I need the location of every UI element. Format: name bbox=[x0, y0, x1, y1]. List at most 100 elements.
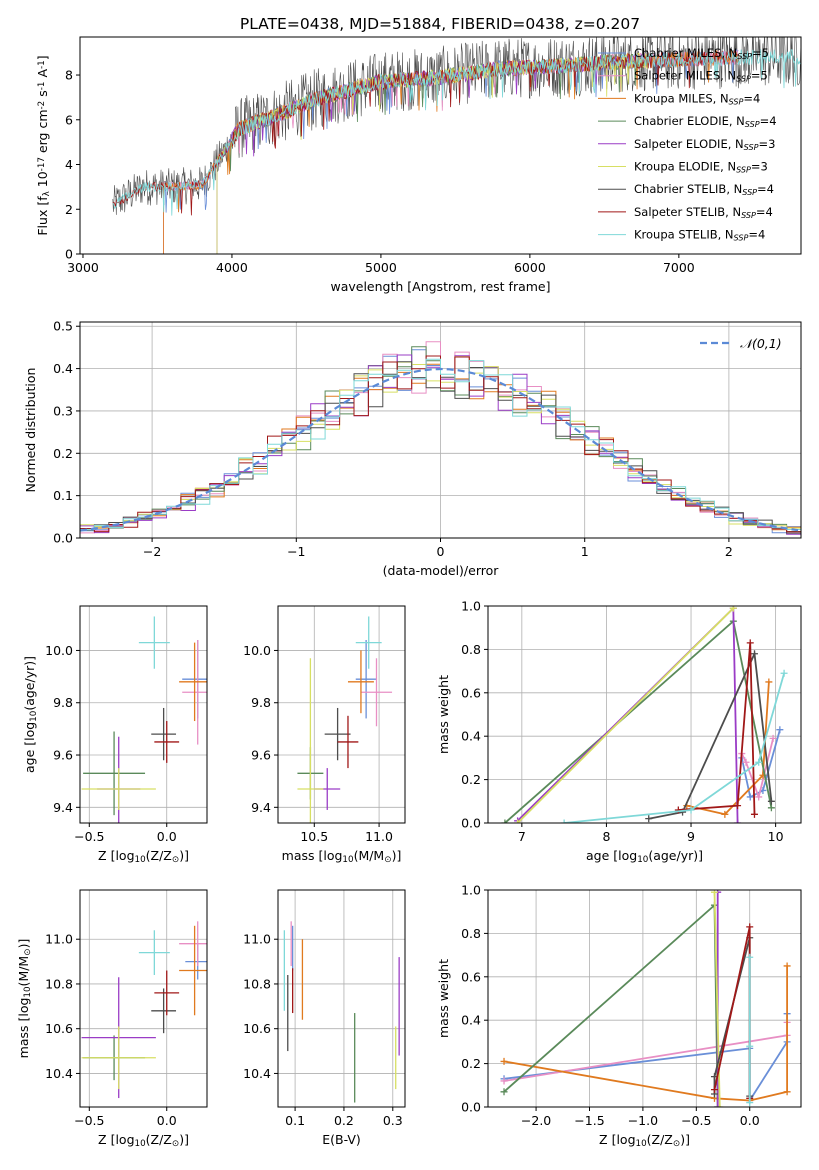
z-weight-marker-kroupa-stelib bbox=[746, 953, 754, 961]
age-weight-marker-salpeter-stelib bbox=[734, 802, 742, 810]
residuals-xtick-label: 2 bbox=[725, 544, 733, 559]
residuals-ytick-label: 0.2 bbox=[53, 446, 73, 461]
spectrum-xtick-label: 4000 bbox=[216, 260, 248, 275]
z-weight-marker-kroupa-elodie bbox=[716, 1103, 724, 1107]
residuals-xtick-label: 0 bbox=[437, 544, 445, 559]
z-weight-marker-kroupa-miles bbox=[500, 1057, 508, 1065]
z-weight-marker-salpeter-elodie bbox=[714, 1103, 722, 1107]
spectrum-ytick-label: 8 bbox=[65, 68, 73, 83]
z-mass-axes: −0.5 0.0 10.4 10.6 10.8 11.0 Z [log10(Z/Z⊙)] ma… bbox=[16, 889, 208, 1149]
z-age-axes: −0.5 0.0 9.4 9.6 9.8 10.0 Z [log10(Z/Z⊙)] age [… bbox=[22, 605, 208, 865]
legend-label-salpeter-miles: Salpeter MILES, NSSP=5 bbox=[634, 69, 768, 84]
ebv-mass-axes: 0.1 0.2 0.3 10.4 10.6 10.8 11.0 E(B-V) bbox=[243, 889, 406, 1147]
age-weight-marker-kroupa-stelib bbox=[560, 819, 568, 823]
z-age-ytick-label: 9.6 bbox=[53, 748, 73, 763]
legend-label-chabrier-stelib: Chabrier STELIB, NSSP=4 bbox=[634, 182, 774, 197]
z-weight-marker-kroupa-stelib bbox=[746, 1042, 754, 1050]
residuals-xtick-label: −2 bbox=[143, 544, 161, 559]
ebv-mass-xtick-label: 0.1 bbox=[285, 1113, 305, 1128]
spectrum-axes: 3000 4000 5000 6000 7000 0 2 4 6 8 wavelength [Ang… bbox=[35, 36, 802, 294]
legend-label-chabrier-miles: Chabrier MILES, NSSP=5 bbox=[634, 46, 769, 61]
z-mass-ytick-label: 11.0 bbox=[45, 932, 73, 947]
z-age-grid bbox=[80, 606, 207, 823]
residuals-frame: −2 −1 0 1 2 0.0 0.1 0.2 0.3 0.4 0.5 (data-model)/er… bbox=[23, 319, 802, 578]
z-weight-spines bbox=[487, 889, 802, 1108]
z-mass-spines bbox=[79, 889, 208, 1108]
age-weight-ytick-label: 0.8 bbox=[461, 642, 481, 657]
mass-age-xlabel: mass [log10(M/M⊙)] bbox=[282, 848, 402, 865]
z-age-xlabel: Z [log10(Z/Z⊙)] bbox=[98, 848, 189, 865]
age-weight-marker-salpeter-stelib bbox=[674, 806, 682, 814]
legend-label-chabrier-elodie: Chabrier ELODIE, NSSP=4 bbox=[634, 114, 777, 129]
z-weight-marker-kroupa-miles bbox=[783, 962, 791, 970]
age-weight-xlabel: age [log10(age/yr)] bbox=[586, 848, 703, 865]
age-weight-line-chabrier-miles bbox=[740, 729, 781, 799]
residuals-ytick-label: 0.1 bbox=[53, 488, 73, 503]
age-weight-line-kroupa-stelib bbox=[564, 673, 785, 823]
spectrum-frame: 3000 4000 5000 6000 7000 0 2 4 6 8 wavelength [Ang… bbox=[35, 36, 802, 294]
age-weight-frame: 7 8 9 10 0.0 0.2 0.4 0.6 0.8 1.0 age [log10(age/yr… bbox=[436, 599, 802, 865]
residuals-ylabel: Normed distribution bbox=[23, 368, 38, 493]
age-weight-line-chabrier-stelib bbox=[648, 650, 773, 820]
mass-age-ytick-label: 9.8 bbox=[251, 695, 271, 710]
z-mass-grid bbox=[80, 890, 207, 1107]
z-weight-marker-salpeter-stelib bbox=[746, 923, 754, 931]
age-weight-marker-salpeter-miles bbox=[769, 734, 777, 742]
ebv-mass-grid bbox=[278, 890, 405, 1107]
z-weight-ylabel: mass weight bbox=[436, 959, 451, 1038]
mass-age-xtick-label: 11.0 bbox=[365, 829, 393, 844]
age-weight-marker-salpeter-miles bbox=[742, 758, 750, 766]
spectrum-xtick-label: 3000 bbox=[67, 260, 99, 275]
age-weight-ytick-label: 0.4 bbox=[461, 729, 481, 744]
legend-label-salpeter-stelib: Salpeter STELIB, NSSP=4 bbox=[634, 205, 773, 220]
age-weight-marker-salpeter-elodie bbox=[734, 819, 742, 823]
ebv-mass-xlabel: E(B-V) bbox=[322, 1132, 361, 1147]
z-age-xtick-label: −0.5 bbox=[74, 829, 104, 844]
spectrum-xtick-label: 7000 bbox=[663, 260, 695, 275]
spectrum-plot-area bbox=[112, 37, 801, 254]
spectrum-spines bbox=[79, 36, 802, 255]
ebv-mass-ytick-label: 10.4 bbox=[243, 1066, 271, 1081]
gaussian-reference-line bbox=[80, 367, 799, 532]
ebv-mass-ytick-label: 11.0 bbox=[243, 932, 271, 947]
residuals-ytick-label: 0.0 bbox=[53, 531, 73, 546]
residuals-xlabel: (data-model)/error bbox=[383, 563, 500, 578]
z-weight-marker-chabrier-elodie bbox=[500, 1088, 508, 1096]
figure-title: PLATE=0438, MJD=51884, FIBERID=0438, z=0… bbox=[240, 15, 640, 33]
residuals-xtick-label: 1 bbox=[581, 544, 589, 559]
mass-age-frame: 10.5 11.0 9.4 9.6 9.8 10.0 mass [log10(M/M⊙)] bbox=[243, 605, 406, 865]
spectrum-ytick-label: 6 bbox=[65, 112, 73, 127]
z-weight-xtick-label: 0.0 bbox=[740, 1113, 760, 1128]
age-weight-marker-salpeter-stelib bbox=[750, 810, 758, 818]
age-weight-marker-chabrier-stelib bbox=[645, 815, 653, 823]
z-mass-ytick-label: 10.8 bbox=[45, 976, 73, 991]
z-age-spines bbox=[79, 605, 208, 824]
residuals-ytick-label: 0.5 bbox=[53, 319, 73, 334]
spectrum-xtick-label: 5000 bbox=[365, 260, 397, 275]
z-weight-marker-kroupa-stelib bbox=[746, 1099, 754, 1107]
spectrum-ytick-label: 0 bbox=[65, 247, 73, 262]
age-weight-spines bbox=[487, 605, 802, 824]
residuals-plot-area bbox=[80, 341, 801, 535]
age-weight-marker-salpeter-stelib bbox=[746, 639, 754, 647]
age-weight-marker-kroupa-stelib bbox=[687, 806, 695, 814]
z-age-ylabel: age [log10(age/yr)] bbox=[22, 656, 39, 773]
z-mass-frame: −0.5 0.0 10.4 10.6 10.8 11.0 Z [log10(Z/Z⊙)] ma… bbox=[16, 889, 208, 1149]
z-age-plot-area bbox=[81, 616, 207, 823]
age-weight-marker-kroupa-miles bbox=[765, 678, 773, 686]
z-age-ytick-label: 10.0 bbox=[45, 643, 73, 658]
age-weight-marker-chabrier-miles bbox=[746, 793, 754, 801]
z-weight-xtick-label: −0.5 bbox=[681, 1113, 711, 1128]
age-weight-marker-kroupa-stelib bbox=[755, 758, 763, 766]
z-mass-ytick-label: 10.4 bbox=[45, 1066, 73, 1081]
residuals-ytick-label: 0.4 bbox=[53, 361, 73, 376]
mass-age-ytick-label: 10.0 bbox=[243, 643, 271, 658]
age-weight-marker-chabrier-elodie bbox=[767, 804, 775, 812]
age-weight-marker-kroupa-elodie bbox=[514, 819, 522, 823]
age-weight-marker-kroupa-miles bbox=[721, 810, 729, 818]
z-weight-ytick-label: 0.8 bbox=[461, 926, 481, 941]
legend-label-kroupa-stelib: Kroupa STELIB, NSSP=4 bbox=[634, 228, 765, 243]
z-weight-ytick-label: 0.2 bbox=[461, 1056, 481, 1071]
age-weight-ytick-label: 0.0 bbox=[461, 816, 481, 831]
z-weight-xtick-label: −2.0 bbox=[521, 1113, 551, 1128]
